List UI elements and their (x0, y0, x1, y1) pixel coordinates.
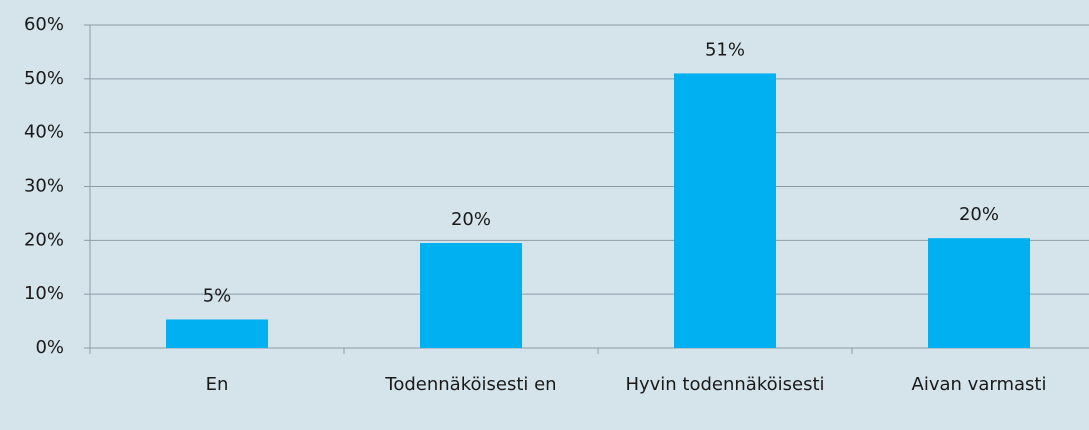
bar (674, 73, 776, 348)
bar (420, 243, 522, 348)
y-tick-label: 60% (24, 14, 64, 35)
x-tick-label: En (206, 374, 229, 395)
y-tick-label: 30% (24, 176, 64, 197)
data-label: 20% (959, 204, 999, 225)
data-label: 5% (203, 285, 232, 306)
y-tick-label: 40% (24, 122, 64, 143)
y-tick-label: 20% (24, 229, 64, 250)
y-tick-label: 50% (24, 68, 64, 89)
bar (166, 319, 268, 348)
bar (928, 238, 1030, 348)
y-tick-label: 10% (24, 283, 64, 304)
data-label: 20% (451, 209, 491, 230)
x-tick-label: Todennäköisesti en (384, 374, 556, 395)
y-tick-label: 0% (35, 337, 64, 358)
data-label: 51% (705, 39, 745, 60)
x-tick-label: Aivan varmasti (912, 374, 1047, 395)
x-tick-label: Hyvin todennäköisesti (625, 374, 824, 395)
